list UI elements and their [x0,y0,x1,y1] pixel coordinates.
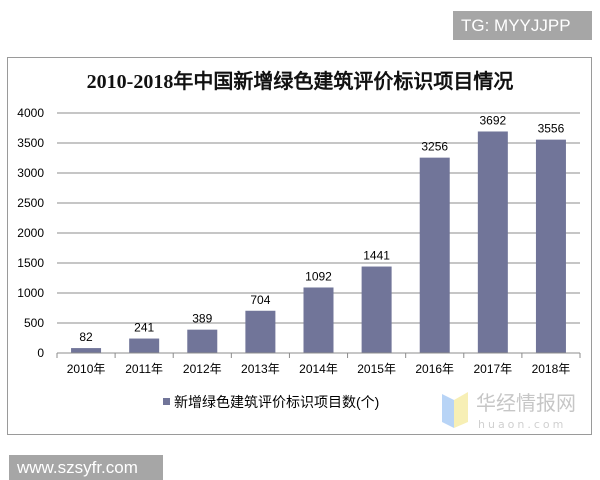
bar [477,131,508,353]
watermark-badge-bottom: www.szsyfr.com [9,455,163,480]
data-label: 3256 [421,140,448,154]
data-label: 704 [250,293,270,307]
data-label: 3556 [538,122,565,136]
data-label: 1092 [305,269,332,283]
x-tick-label: 2017年 [473,362,512,376]
logo-url: huaon.com [478,418,566,431]
x-tick-label: 2012年 [183,362,222,376]
bar [71,348,102,353]
bar [361,266,392,353]
watermark-badge-top: TG: MYYJJPP [453,11,592,40]
x-tick-label: 2016年 [415,362,454,376]
chart-title: 2010-2018年中国新增绿色建筑评价标识项目情况 [87,69,514,93]
y-tick-label: 2000 [17,226,44,240]
data-label: 241 [134,321,154,335]
y-tick-label: 1500 [17,256,44,270]
bar [245,310,276,353]
huaon-logo-watermark: 华经情报网 huaon.com [440,386,585,432]
legend: 新增绿色建筑评价标识项目数(个) [163,394,379,410]
legend-swatch [163,398,170,405]
legend-label: 新增绿色建筑评价标识项目数(个) [174,394,379,410]
bar [419,157,450,353]
x-tick-label: 2010年 [67,362,106,376]
bar [187,329,218,353]
data-label: 82 [79,330,93,344]
data-label: 3692 [479,113,506,127]
y-tick-label: 500 [24,316,44,330]
x-tick-label: 2018年 [532,362,571,376]
bar [129,338,160,353]
x-tick-label: 2014年 [299,362,338,376]
y-tick-label: 0 [37,346,44,360]
y-tick-label: 3500 [17,136,44,150]
data-label: 1441 [363,249,390,263]
logo-text: 华经情报网 [476,391,576,415]
y-tick-label: 1000 [17,286,44,300]
x-tick-label: 2013年 [241,362,280,376]
x-tick-label: 2015年 [357,362,396,376]
x-tick-label: 2011年 [125,362,163,376]
bar [535,139,566,353]
y-tick-label: 4000 [17,106,44,120]
data-label: 389 [192,312,212,326]
bar [303,287,334,353]
y-tick-label: 2500 [17,196,44,210]
y-tick-label: 3000 [17,166,44,180]
